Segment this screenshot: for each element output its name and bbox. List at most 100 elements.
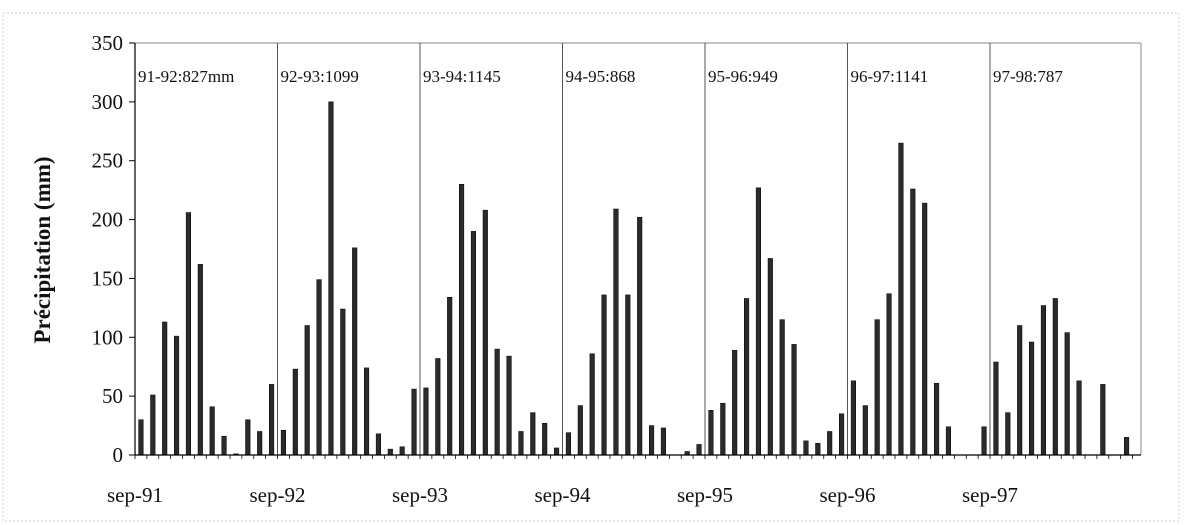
bar <box>150 394 156 456</box>
y-tick-label: 100 <box>92 325 124 349</box>
bar <box>423 387 429 456</box>
bar <box>459 184 465 456</box>
bar <box>850 380 856 456</box>
bar <box>589 353 595 456</box>
bar <box>898 142 904 456</box>
y-tick-label: 150 <box>92 266 124 290</box>
bar <box>506 355 512 456</box>
bar <box>577 405 583 456</box>
y-tick-label: 200 <box>92 208 124 232</box>
x-tick-label: sep-91 <box>107 483 163 507</box>
bar <box>304 325 310 456</box>
x-tick-label: sep-92 <box>250 483 306 507</box>
bar <box>375 433 381 456</box>
year-total-annotation: 93-94:1145 <box>423 67 501 86</box>
bar <box>542 422 548 456</box>
x-tick-label: sep-96 <box>820 483 876 507</box>
bar <box>1040 305 1046 456</box>
bar <box>708 410 714 456</box>
bar <box>945 426 951 456</box>
bar <box>162 321 168 456</box>
bar <box>447 297 453 456</box>
y-tick-label: 350 <box>92 31 124 55</box>
bar <box>435 358 441 456</box>
bar <box>470 231 476 456</box>
bar <box>862 405 868 456</box>
x-axis: sep-91 sep-92 sep-93 sep-94 sep-95 sep-96 sep-… <box>107 454 1141 507</box>
bar <box>625 294 631 456</box>
year-total-annotation: 91-92:827mm <box>138 67 234 86</box>
bar <box>280 430 286 456</box>
x-tick-label: sep-95 <box>677 483 733 507</box>
bar <box>565 432 571 456</box>
bar <box>399 446 405 456</box>
bar <box>874 319 880 456</box>
year-total-annotation: 94-95:868 <box>566 67 636 86</box>
year-annotations: 91-92:827mm 92-93:1099 93-94:1145 94-95:868… <box>138 67 1063 86</box>
bar <box>269 384 275 456</box>
bar <box>779 319 785 456</box>
x-tick-label: sep-97 <box>962 483 1018 507</box>
bar <box>292 368 298 456</box>
bar <box>328 101 334 456</box>
bar <box>257 431 263 456</box>
bar <box>1029 341 1035 456</box>
bar <box>649 425 655 456</box>
year-separators <box>135 42 1142 455</box>
bar <box>1064 332 1070 456</box>
bar <box>744 298 750 456</box>
y-axis-label: Précipitation (mm) <box>30 156 55 343</box>
bar <box>221 435 227 456</box>
year-total-annotation: 95-96:949 <box>708 67 778 86</box>
bar <box>981 426 987 456</box>
year-total-annotation: 92-93:1099 <box>281 67 359 86</box>
bar <box>1076 380 1082 456</box>
bar <box>1005 412 1011 456</box>
bar <box>1124 437 1130 456</box>
bar <box>755 187 761 456</box>
bar <box>197 264 203 456</box>
bar-series <box>138 101 1130 456</box>
y-tick-label: 50 <box>102 384 123 408</box>
bar <box>554 447 560 456</box>
bar <box>209 406 215 456</box>
bar <box>482 209 488 456</box>
y-tick-label: 300 <box>92 90 124 114</box>
bar <box>839 413 845 456</box>
bar <box>1017 325 1023 456</box>
bar <box>530 412 536 456</box>
x-tick-label: sep-93 <box>392 483 448 507</box>
bar <box>185 212 191 456</box>
bar <box>613 208 619 456</box>
bar <box>411 388 417 456</box>
bar <box>1100 384 1106 456</box>
bar <box>767 258 773 456</box>
y-tick-label: 0 <box>113 443 124 467</box>
bar <box>245 419 251 456</box>
year-total-annotation: 97-98:787 <box>993 67 1063 86</box>
bar <box>660 427 666 456</box>
bar <box>1052 298 1058 456</box>
bar <box>316 279 322 456</box>
y-axis: 0 50 100 150 200 250 300 350 <box>92 31 136 467</box>
bar <box>815 442 821 456</box>
bar <box>803 440 809 456</box>
x-tick-label: sep-94 <box>535 483 591 507</box>
bar <box>494 348 500 456</box>
bar <box>993 361 999 456</box>
bar <box>732 349 738 456</box>
bar <box>791 344 797 456</box>
bar <box>387 448 393 456</box>
bar <box>340 308 346 456</box>
bar <box>174 335 180 456</box>
bar <box>886 293 892 456</box>
bar <box>922 202 928 456</box>
bar <box>827 431 833 456</box>
bar <box>696 444 702 456</box>
bar <box>720 402 726 456</box>
year-total-annotation: 96-97:1141 <box>851 67 929 86</box>
y-tick-label: 250 <box>92 149 124 173</box>
bar <box>138 419 144 456</box>
bar <box>352 247 358 456</box>
